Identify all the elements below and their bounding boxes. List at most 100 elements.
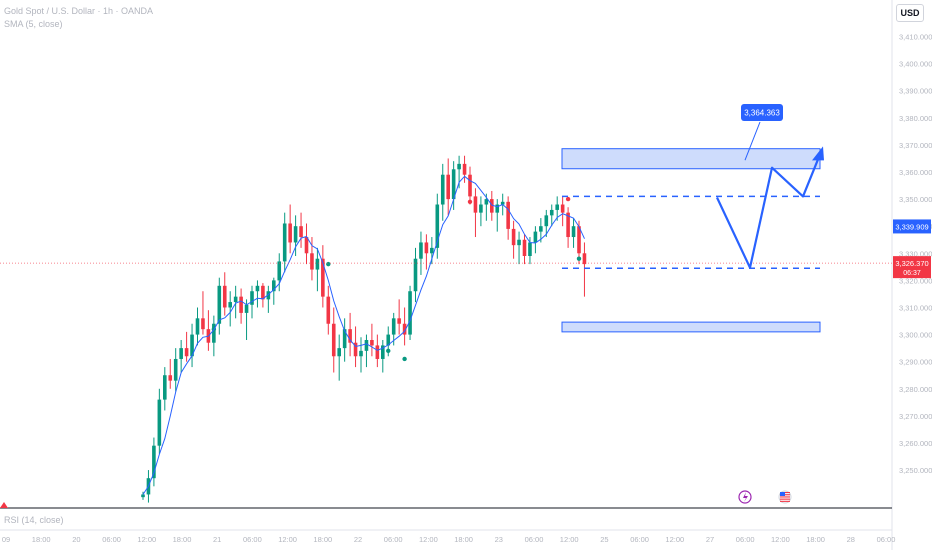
x-tick-label: 06:00 <box>102 535 121 544</box>
candle[interactable] <box>201 291 205 335</box>
candle[interactable] <box>451 161 456 210</box>
candle[interactable] <box>495 199 500 232</box>
candle[interactable] <box>272 277 276 305</box>
lightning-event-icon[interactable] <box>738 490 752 504</box>
candle[interactable] <box>321 245 325 308</box>
candle[interactable] <box>206 310 211 351</box>
candle[interactable] <box>326 285 331 335</box>
candle-body <box>255 285 260 292</box>
candle[interactable] <box>397 299 401 335</box>
candle[interactable] <box>337 334 341 381</box>
candle[interactable] <box>424 234 429 270</box>
candle[interactable] <box>233 285 238 319</box>
candle[interactable] <box>168 358 173 389</box>
candle[interactable] <box>533 226 538 254</box>
candle[interactable] <box>212 315 216 357</box>
candle[interactable] <box>261 283 265 308</box>
candle[interactable] <box>408 285 412 340</box>
candle[interactable] <box>359 337 363 373</box>
candle[interactable] <box>190 323 194 368</box>
candle[interactable] <box>342 318 347 362</box>
candle[interactable] <box>348 312 352 357</box>
candle[interactable] <box>473 188 478 238</box>
candle[interactable] <box>173 348 178 392</box>
candle[interactable] <box>315 247 320 292</box>
candle[interactable] <box>239 288 243 324</box>
candle-body <box>582 253 587 265</box>
x-tick-label: 12:00 <box>419 535 438 544</box>
x-tick-label: 06:00 <box>736 535 755 544</box>
candle[interactable] <box>506 196 510 240</box>
indicator-legend[interactable]: SMA (5, close) <box>4 19 63 29</box>
event-icons[interactable] <box>0 490 792 508</box>
candle[interactable] <box>157 388 162 454</box>
candle[interactable] <box>222 272 227 316</box>
candle[interactable] <box>544 209 549 238</box>
zone-box <box>561 148 821 170</box>
candle-body <box>190 334 194 357</box>
candle-body <box>451 169 456 200</box>
time-axis[interactable]: 09 18:00 20 06:00 12:00 18:00 21 06:00 12:00 18:0… <box>2 535 896 544</box>
candle[interactable] <box>468 166 472 205</box>
rsi-legend[interactable]: RSI (14, close) <box>4 515 64 525</box>
candle[interactable] <box>282 212 287 273</box>
candle[interactable] <box>566 207 570 248</box>
candle[interactable] <box>462 155 467 183</box>
candle[interactable] <box>152 437 156 487</box>
candle[interactable] <box>413 247 418 303</box>
candle[interactable] <box>549 204 554 227</box>
candle[interactable] <box>266 285 271 313</box>
candle[interactable] <box>571 218 576 248</box>
y-tick-label: 3,400.000 <box>899 60 932 69</box>
candle[interactable] <box>517 231 521 265</box>
candle[interactable] <box>555 196 559 221</box>
candle[interactable] <box>293 215 298 256</box>
candle[interactable] <box>539 218 543 243</box>
candle[interactable] <box>141 491 145 500</box>
x-tick-label: 21 <box>213 535 221 544</box>
candle[interactable] <box>446 158 450 216</box>
candle[interactable] <box>163 367 167 411</box>
x-tick-label: 12:00 <box>278 535 297 544</box>
signal-dot <box>467 199 473 205</box>
candle[interactable] <box>435 193 440 259</box>
candle[interactable] <box>522 234 527 265</box>
candle[interactable] <box>490 190 494 221</box>
candle[interactable] <box>217 277 222 335</box>
candle[interactable] <box>331 307 336 373</box>
candle[interactable] <box>184 331 189 362</box>
candle-body <box>179 348 183 359</box>
candle[interactable] <box>244 299 249 340</box>
y-tick-label: 3,250.000 <box>899 466 932 475</box>
candle[interactable] <box>582 242 587 297</box>
candle[interactable] <box>370 323 374 357</box>
candle[interactable] <box>277 253 282 292</box>
candle[interactable] <box>364 334 369 368</box>
candle[interactable] <box>511 220 516 259</box>
candle[interactable] <box>255 280 260 308</box>
candle-body <box>484 199 489 205</box>
candle[interactable] <box>179 340 183 373</box>
price-axis[interactable]: 3,250.000 3,260.000 3,270.000 3,280.000 3,29… <box>893 33 932 476</box>
candles[interactable] <box>141 155 587 503</box>
candle[interactable] <box>402 307 407 346</box>
us-flag-event-icon[interactable] <box>778 490 792 504</box>
candle[interactable] <box>560 196 565 227</box>
candle-body <box>163 375 167 400</box>
candle[interactable] <box>228 291 232 327</box>
signal-dot <box>326 261 331 267</box>
y-tick-label: 3,330.000 <box>899 249 932 258</box>
candle[interactable] <box>419 231 423 275</box>
candle[interactable] <box>381 340 385 373</box>
y-tick-label: 3,300.000 <box>899 331 932 340</box>
candle[interactable] <box>440 163 445 221</box>
candle[interactable] <box>195 307 200 346</box>
candle[interactable] <box>304 223 309 265</box>
candle[interactable] <box>310 237 314 281</box>
currency-button[interactable]: USD <box>896 4 924 22</box>
candle[interactable] <box>288 204 292 254</box>
candle[interactable] <box>479 196 483 227</box>
candle[interactable] <box>299 212 303 248</box>
